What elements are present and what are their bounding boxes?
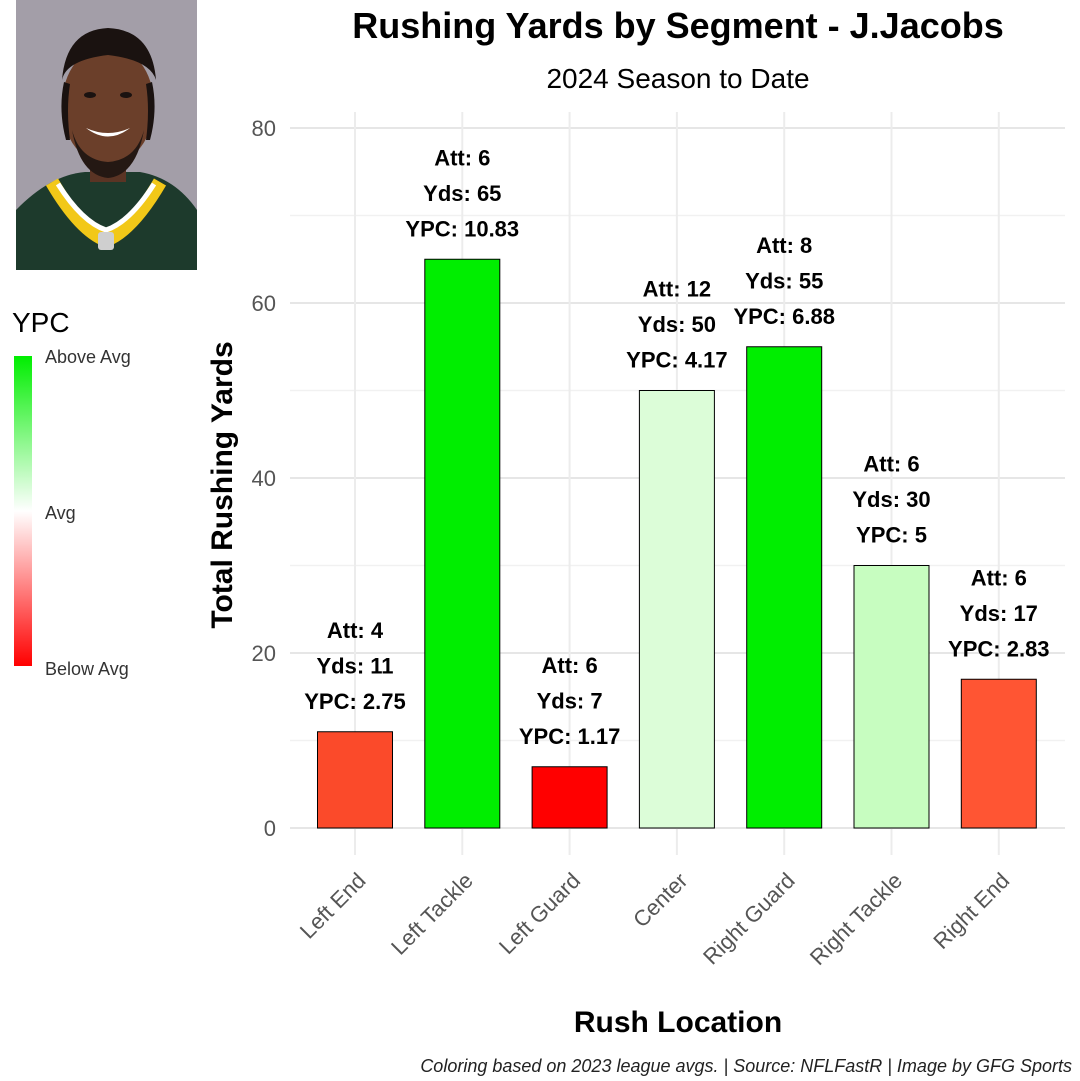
y-tick-label: 40 <box>252 466 276 491</box>
bar-data-label: Yds: 50 <box>638 312 716 337</box>
y-axis-title: Total Rushing Yards <box>206 341 239 628</box>
bar-data-label: YPC: 2.75 <box>304 689 406 714</box>
bar <box>317 731 393 829</box>
bar-data-label: Yds: 65 <box>423 181 501 206</box>
bar-data-label: YPC: 2.83 <box>948 636 1050 661</box>
legend-label-below: Below Avg <box>45 659 129 679</box>
bar <box>638 390 715 829</box>
bar <box>531 766 608 829</box>
x-tick-label: Left End <box>295 868 371 944</box>
bar-data-label: YPC: 10.83 <box>405 216 519 241</box>
chart-title: Rushing Yards by Segment - J.Jacobs <box>352 5 1004 46</box>
bar-data-label: Yds: 30 <box>852 487 930 512</box>
bar-data-label: Att: 8 <box>756 233 812 258</box>
bar <box>853 565 930 829</box>
bar-data-label: Yds: 17 <box>960 601 1038 626</box>
x-axis-title: Rush Location <box>574 1006 782 1039</box>
bars <box>317 258 1037 829</box>
bar-data-label: YPC: 5 <box>856 523 927 548</box>
x-tick-label: Right Guard <box>698 868 800 970</box>
bar-data-label: Yds: 7 <box>537 688 603 713</box>
bar-data-label: YPC: 6.88 <box>733 304 835 329</box>
y-tick-label: 20 <box>252 641 276 666</box>
bar-data-label: Att: 12 <box>643 277 711 302</box>
y-tick-labels: 0 20 40 60 80 <box>252 116 276 841</box>
chart-subtitle: 2024 Season to Date <box>546 63 809 94</box>
y-tick-label: 80 <box>252 116 276 141</box>
bar <box>960 678 1037 829</box>
bar-data-label: Att: 4 <box>327 618 384 643</box>
bar <box>424 258 501 829</box>
x-tick-label: Left Tackle <box>386 868 478 960</box>
bar-data-label: YPC: 1.17 <box>519 724 621 749</box>
x-tick-label: Left Guard <box>494 868 585 959</box>
bar-labels: Att: 4 Yds: 11 YPC: 2.75 Att: 6 Yds: 65 YPC: … <box>304 145 1049 749</box>
bar-data-label: Att: 6 <box>541 653 597 678</box>
bar-data-label: Yds: 11 <box>316 653 393 678</box>
bar <box>746 346 823 829</box>
bar-data-label: YPC: 4.17 <box>626 348 728 373</box>
player-headshot <box>16 0 197 270</box>
legend-title: YPC <box>12 307 70 338</box>
legend-colorbar <box>14 356 32 666</box>
bar-data-label: Att: 6 <box>434 145 490 170</box>
x-tick-label: Right End <box>928 868 1014 954</box>
bar-data-label: Yds: 55 <box>745 268 823 293</box>
bar-data-label: Att: 6 <box>863 452 919 477</box>
y-tick-label: 60 <box>252 291 276 316</box>
caption: Coloring based on 2023 league avgs. | So… <box>420 1056 1072 1076</box>
x-tick-label: Right Tackle <box>805 868 907 970</box>
legend-label-avg: Avg <box>45 503 76 523</box>
x-tick-label: Center <box>628 868 692 932</box>
bar-data-label: Att: 6 <box>971 565 1027 590</box>
y-tick-label: 0 <box>264 816 276 841</box>
legend-label-above: Above Avg <box>45 347 131 367</box>
x-tick-labels: Left End Left Tackle Left Guard Center Right… <box>295 868 1014 970</box>
